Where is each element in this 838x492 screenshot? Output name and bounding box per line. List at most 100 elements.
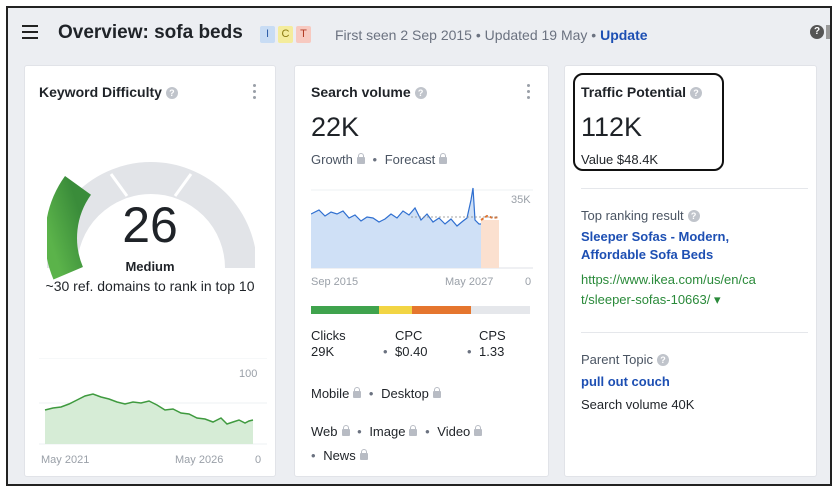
meta-separator: • — [591, 27, 597, 43]
type-web[interactable]: Web — [311, 424, 338, 439]
metric-label: CPC — [395, 328, 423, 343]
page-title: Overview: sofa beds — [58, 22, 243, 43]
y-max-label: 100 — [239, 368, 258, 380]
bar-segment — [411, 306, 471, 314]
lock-icon — [432, 387, 441, 398]
difficulty-description: ~30 ref. domains to rank in top 10 — [45, 278, 255, 294]
y-min-label: 0 — [525, 276, 532, 288]
bullet: • — [383, 344, 388, 359]
intent-badge-transactional[interactable]: T — [296, 26, 311, 43]
difficulty-area — [45, 394, 253, 444]
lock-icon — [356, 153, 365, 164]
overview-header: Overview: sofa beds I C T First seen 2 S… — [8, 8, 830, 60]
forecast-area — [481, 220, 499, 268]
type-image[interactable]: Image — [369, 424, 406, 439]
forecast-label[interactable]: Forecast — [384, 152, 436, 167]
search-volume-value: 22K — [311, 112, 360, 142]
device-row: Mobile • Desktop — [311, 386, 441, 401]
help-icon[interactable]: ? — [687, 210, 700, 222]
difficulty-history-chart — [39, 358, 267, 445]
search-volume-chart — [311, 187, 533, 269]
type-video[interactable]: Video — [437, 424, 471, 439]
lock-icon — [353, 387, 362, 398]
overview-panel: Overview: sofa beds I C T First seen 2 S… — [6, 6, 832, 486]
difficulty-line — [44, 393, 254, 425]
top-ranking-title-link[interactable]: Sleeper Sofas - Modern, Affordable Sofa … — [581, 228, 729, 264]
parent-topic-label: Parent Topic? — [581, 352, 670, 367]
divider — [581, 188, 808, 189]
hamburger-menu-icon[interactable] — [22, 25, 38, 39]
volume-area — [311, 188, 481, 268]
parent-topic-link[interactable]: pull out couch — [581, 374, 670, 389]
header-meta: First seen 2 Sep 2015 • Updated 19 May •… — [335, 27, 648, 43]
parent-topic-volume: Search volume 40K — [581, 397, 695, 412]
bullet: • — [467, 344, 472, 359]
metric-clicks: Clicks 29K — [311, 328, 346, 360]
bullet: • — [311, 448, 316, 463]
metric-value: 29K — [311, 344, 335, 359]
gauge-tick — [173, 173, 193, 197]
lock-icon — [359, 449, 368, 460]
help-icon[interactable]: ? — [657, 354, 670, 366]
lock-icon — [409, 425, 418, 436]
difficulty-score: 26 — [122, 197, 178, 253]
card-title: Search volume? — [311, 84, 427, 100]
device-desktop[interactable]: Desktop — [381, 386, 429, 401]
x-start-label: May 2021 — [41, 454, 90, 466]
lock-icon — [474, 425, 483, 436]
first-seen-text: First seen 2 Sep 2015 — [335, 27, 472, 43]
bullet: • — [357, 424, 362, 439]
bullet: • — [368, 386, 374, 401]
x-end-label: May 2026 — [175, 454, 224, 466]
search-volume-card: Search volume? 22K Growth • Forecast 35K… — [294, 65, 549, 477]
gauge-fill — [47, 176, 92, 280]
intent-badge-commercial[interactable]: C — [278, 26, 293, 43]
update-link[interactable]: Update — [600, 27, 648, 43]
traffic-potential-title: Traffic Potential — [581, 84, 687, 100]
bar-segment — [378, 306, 412, 314]
device-mobile[interactable]: Mobile — [311, 386, 350, 401]
forecast-line — [480, 214, 500, 221]
click-distribution-bar — [311, 306, 530, 314]
type-news[interactable]: News — [323, 448, 356, 463]
meta-separator: • — [475, 27, 481, 43]
url-line: t/sleeper-sofas-10663/ ▾ — [581, 292, 721, 307]
help-icon[interactable]: ? — [690, 87, 703, 99]
lock-icon — [439, 153, 448, 164]
divider — [581, 332, 808, 333]
help-icon[interactable]: ? — [810, 25, 824, 39]
traffic-value: Value $48.4K — [581, 152, 659, 167]
metric-label: CPS — [479, 328, 506, 343]
keyword-difficulty-card: Keyword Difficulty? 26 Medium ~30 ref. d… — [24, 65, 276, 477]
growth-label[interactable]: Growth — [311, 152, 353, 167]
difficulty-gauge — [47, 162, 255, 280]
difficulty-label: Medium — [125, 259, 175, 274]
help-icon[interactable]: ? — [414, 87, 427, 99]
x-start-label: Sep 2015 — [311, 276, 359, 288]
top-ranking-label: Top ranking result? — [581, 208, 700, 223]
volume-line — [311, 187, 481, 227]
lock-icon — [341, 425, 350, 436]
x-end-label: May 2027 — [445, 276, 494, 288]
gauge-tick — [109, 173, 129, 197]
parent-topic-label-text: Parent Topic — [581, 352, 654, 367]
kebab-menu-icon[interactable] — [527, 84, 531, 100]
y-min-label: 0 — [255, 454, 262, 466]
help-icon[interactable]: ? — [165, 87, 178, 99]
url-line: https://www.ikea.com/us/en/ca — [581, 272, 756, 287]
traffic-potential-highlight — [573, 73, 724, 171]
bullet: • — [425, 424, 430, 439]
intent-badge-informational[interactable]: I — [260, 26, 275, 43]
kebab-menu-icon[interactable] — [253, 84, 257, 100]
keyword-difficulty-title: Keyword Difficulty — [39, 84, 162, 100]
result-type-row: Web • Image • Video — [311, 424, 483, 439]
traffic-potential-value: 112K — [581, 112, 643, 142]
top-ranking-url[interactable]: https://www.ikea.com/us/en/ca t/sleeper-… — [581, 270, 805, 310]
card-title: Keyword Difficulty? — [39, 84, 178, 100]
top-ranking-label-text: Top ranking result — [581, 208, 684, 223]
updated-text: Updated 19 May — [484, 27, 588, 43]
bar-segment — [470, 306, 530, 314]
card-title: Traffic Potential? — [581, 84, 703, 100]
metric-value: $0.40 — [395, 344, 428, 359]
metric-value: 1.33 — [479, 344, 505, 359]
